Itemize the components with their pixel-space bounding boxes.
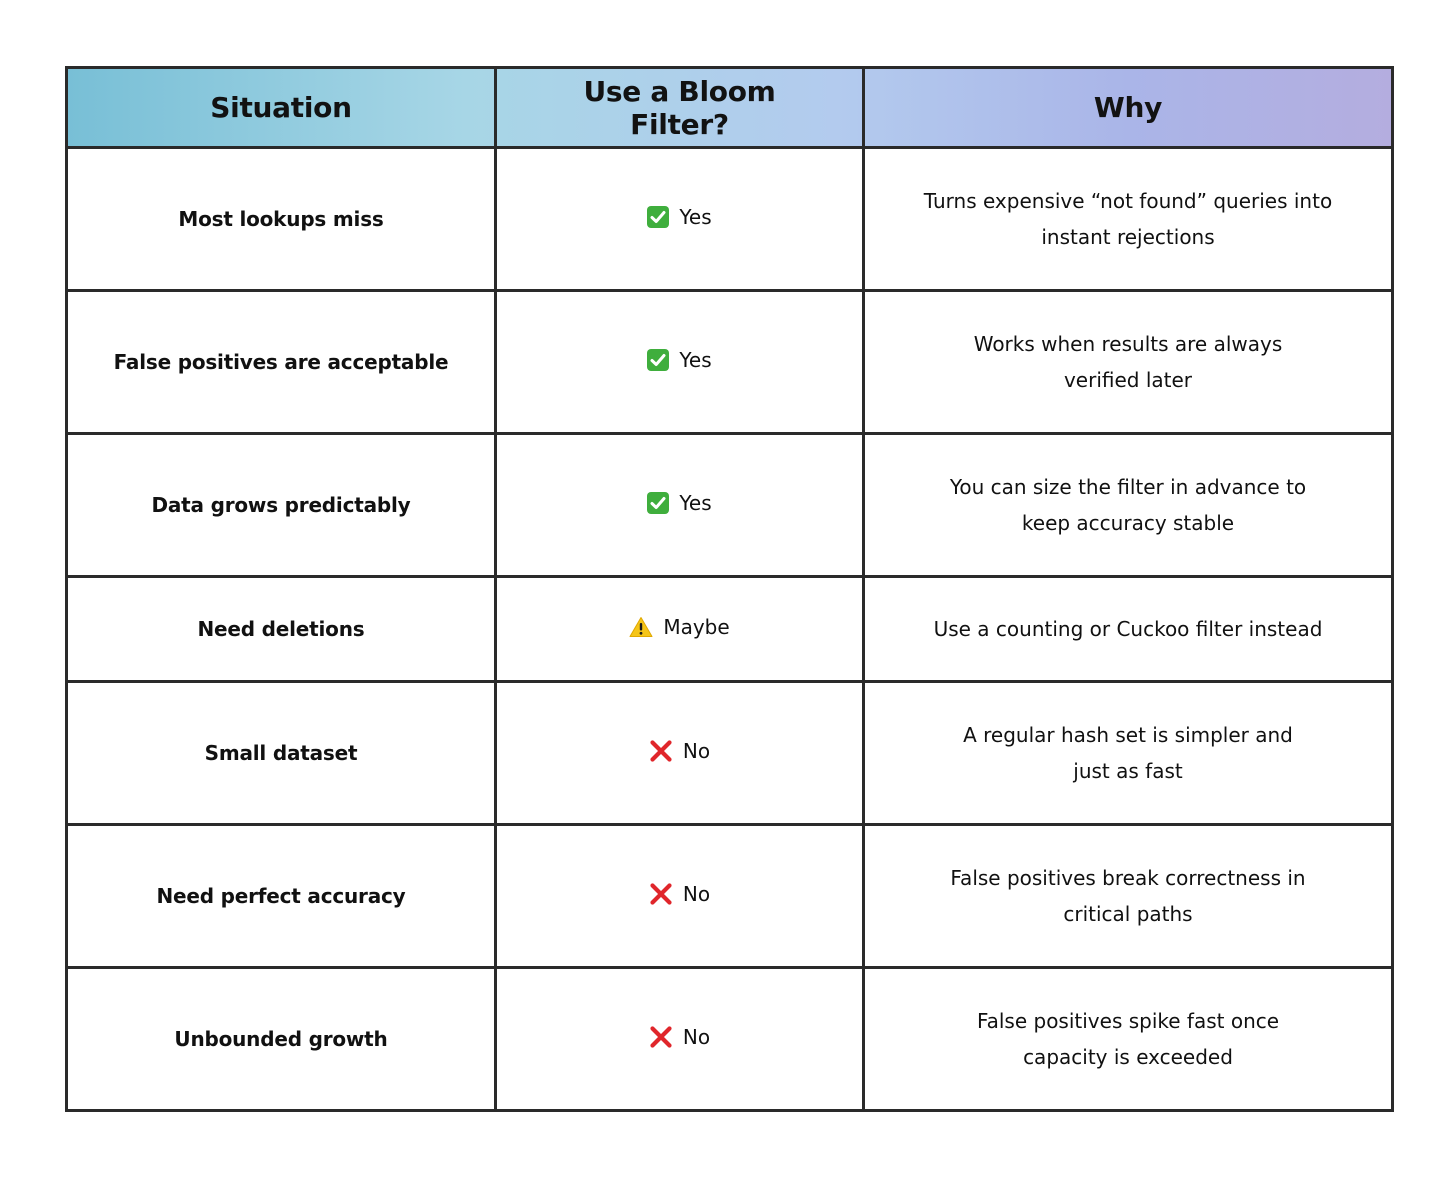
reason-cell: Turns expensive “not found” queries into… xyxy=(862,146,1394,292)
table-row: Need perfect accuracy No False positives… xyxy=(65,823,1394,969)
table-row: Need deletions Maybe U xyxy=(65,575,1394,683)
verdict-cell: Yes xyxy=(494,432,865,578)
reason-cell: False positives break correctness in cri… xyxy=(862,823,1394,969)
cross-mark-icon xyxy=(649,739,673,763)
situation-cell: Data grows predictably xyxy=(65,432,497,578)
verdict-cell: Maybe xyxy=(494,575,865,683)
verdict-label: No xyxy=(682,738,711,763)
verdict-cell: No xyxy=(494,966,865,1112)
check-mark-icon xyxy=(647,349,670,371)
reason-line: False positives break correctness in xyxy=(950,866,1306,890)
header-use-bloom-filter: Use a Bloom Filter? xyxy=(494,66,865,149)
reason-line: instant rejections xyxy=(1041,225,1215,249)
reason-line: keep accuracy stable xyxy=(1021,511,1235,535)
comparison-table-container: Situation Use a Bloom Filter? Why Most l… xyxy=(65,66,1394,1112)
cross-mark-icon xyxy=(649,1025,673,1049)
verdict-cell: Yes xyxy=(494,146,865,292)
verdict-label: Yes xyxy=(679,491,712,515)
table-row: Small dataset No A regular hash set is s… xyxy=(65,680,1394,826)
table-row: Most lookups miss Yes Turns expensive “n… xyxy=(65,146,1394,292)
reason-line: False positives spike fast once xyxy=(976,1009,1280,1033)
reason-line: Turns expensive “not found” queries into xyxy=(923,189,1333,213)
situation-cell: False positives are acceptable xyxy=(65,289,497,435)
bloom-filter-decision-table: Situation Use a Bloom Filter? Why Most l… xyxy=(65,66,1394,1112)
reason-cell: Use a counting or Cuckoo filter instead xyxy=(862,575,1394,683)
reason-cell: False positives spike fast once capacity… xyxy=(862,966,1394,1112)
header-situation: Situation xyxy=(65,66,497,149)
situation-cell: Need perfect accuracy xyxy=(65,823,497,969)
reason-line: capacity is exceeded xyxy=(1023,1045,1233,1069)
reason-cell: You can size the filter in advance to ke… xyxy=(862,432,1394,578)
table-header-row: Situation Use a Bloom Filter? Why xyxy=(65,66,1394,149)
verdict-label: No xyxy=(682,881,711,906)
reason-line: just as fast xyxy=(1073,759,1183,783)
check-mark-icon xyxy=(647,492,670,514)
header-why: Why xyxy=(862,66,1394,149)
verdict-label: Maybe xyxy=(663,615,730,639)
reason-line: A regular hash set is simpler and xyxy=(963,723,1293,747)
table-row: Data grows predictably Yes You can size … xyxy=(65,432,1394,578)
check-mark-icon xyxy=(647,206,670,228)
verdict-cell: No xyxy=(494,680,865,826)
cross-mark-icon xyxy=(649,882,673,906)
verdict-cell: No xyxy=(494,823,865,969)
verdict-label: Yes xyxy=(679,348,712,372)
situation-cell: Unbounded growth xyxy=(65,966,497,1112)
situation-cell: Need deletions xyxy=(65,575,497,683)
situation-cell: Small dataset xyxy=(65,680,497,826)
table-row: Unbounded growth No False positives spik… xyxy=(65,966,1394,1112)
reason-cell: A regular hash set is simpler and just a… xyxy=(862,680,1394,826)
reason-line: Use a counting or Cuckoo filter instead xyxy=(933,617,1323,641)
verdict-label: No xyxy=(682,1024,711,1049)
reason-line: critical paths xyxy=(1063,902,1193,926)
reason-line: verified later xyxy=(1063,368,1193,392)
table-row: False positives are acceptable Yes Works… xyxy=(65,289,1394,435)
situation-cell: Most lookups miss xyxy=(65,146,497,292)
warning-icon xyxy=(629,616,653,638)
reason-line: You can size the filter in advance to xyxy=(949,475,1307,499)
reason-cell: Works when results are always verified l… xyxy=(862,289,1394,435)
verdict-cell: Yes xyxy=(494,289,865,435)
verdict-label: Yes xyxy=(679,205,712,229)
reason-line: Works when results are always xyxy=(973,332,1283,356)
